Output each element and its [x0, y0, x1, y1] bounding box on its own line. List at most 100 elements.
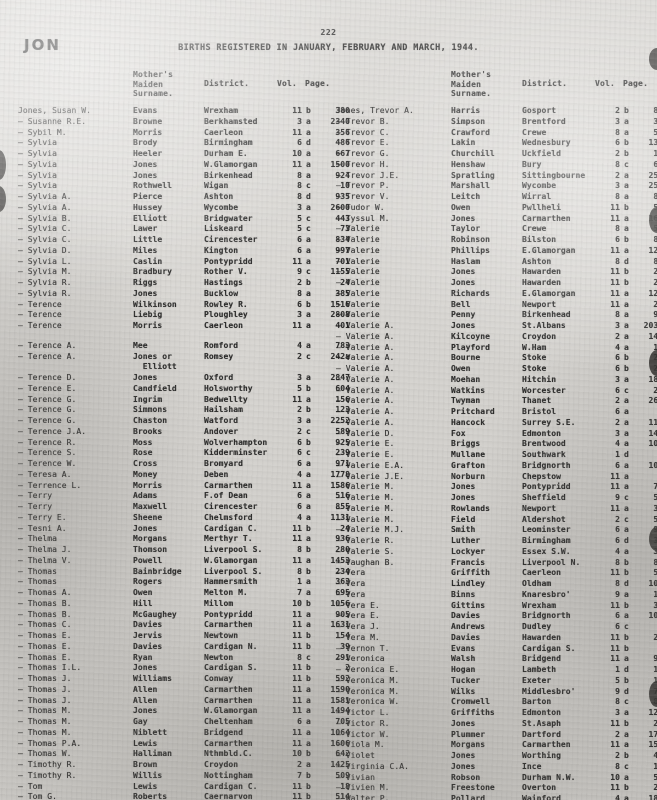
- cell-name: — Sylvia A.: [18, 192, 72, 201]
- cell-volume-number: 1: [615, 450, 620, 459]
- cell-mothers-maiden-surname: Willis: [133, 770, 163, 780]
- cell-district: Ashton: [204, 192, 234, 201]
- cell-name: — Valerie S.: [336, 546, 395, 556]
- header-volume: Vol.: [595, 79, 616, 88]
- cell-volume-number: 3: [297, 416, 302, 425]
- cell-district: Aldershot: [522, 514, 566, 524]
- cell-name: — Vera M.: [336, 632, 380, 642]
- cell-mothers-maiden-surname: Freestone: [451, 783, 495, 793]
- cell-mothers-maiden-surname: Miles: [133, 245, 158, 255]
- table-row: — Thomas C. Davies Carmarthen 11 a 1631: [18, 620, 350, 631]
- page-running-head: BIRTHS REGISTERED IN JANUARY, FEBRUARY A…: [178, 43, 479, 53]
- table-row: — Thomas J. Allen Carmarthen 11 a 1590: [18, 685, 350, 696]
- cell-name: — Valerie E.: [336, 450, 395, 459]
- table-row: — Timothy R. Willis Nottingham 7 b 509: [18, 771, 350, 782]
- cell-district: Millom: [204, 598, 234, 608]
- cell-mothers-maiden-surname: Bainbridge: [133, 566, 182, 576]
- cell-name: — Thomas B.: [18, 598, 72, 608]
- table-row: — Timothy R. Brown Croydon 2 a 1425: [18, 760, 350, 771]
- cell-district: W.Glamorgan: [204, 706, 258, 716]
- cell-volume-letter: a: [306, 116, 311, 126]
- cell-name: — Terence: [18, 299, 62, 309]
- cell-volume-letter: a: [624, 181, 629, 191]
- cell-volume-letter: b: [306, 106, 311, 115]
- cell-name: — Victor W.: [336, 729, 390, 739]
- cell-volume-number: 11: [610, 654, 620, 664]
- cell-volume-number: 6: [615, 364, 620, 373]
- cell-volume-number: 3: [297, 310, 302, 320]
- cell-volume-number: 11: [292, 641, 302, 651]
- cell-name: — Terrence L.: [18, 480, 82, 490]
- table-row: — Thomas P.A. Lewis Carmarthen 11 a 1606: [18, 739, 350, 750]
- cell-page-number: 1733: [648, 729, 657, 739]
- cell-page-number: 366: [653, 546, 657, 556]
- cell-volume-letter: d: [624, 686, 629, 696]
- cell-district: Chelmsford: [204, 512, 253, 522]
- cell-name: — Thelma J.: [18, 545, 72, 554]
- cell-mothers-maiden-surname: Moehan: [451, 374, 481, 384]
- cell-name: — Valerie J.E.: [336, 471, 405, 481]
- table-row: — Virginia C.A. Jones Ince 8c 134: [336, 762, 657, 773]
- cell-page-number: 24: [340, 523, 350, 533]
- cell-volume-letter: b: [306, 405, 311, 415]
- cell-district: Kington: [204, 245, 239, 255]
- cell-district: W.Ham: [522, 342, 547, 352]
- table-row-continuation: Elliott: [18, 362, 350, 373]
- cell-volume-letter: b: [306, 566, 311, 576]
- cell-mothers-maiden-surname: Bourne: [451, 353, 481, 363]
- cell-district: Kidderminster: [204, 448, 268, 458]
- table-row: — Terrence L. Morris Carmarthen 11 a 1586: [18, 481, 350, 492]
- table-row: — Sylvia A. Pierce Ashton 8 d 935: [18, 192, 350, 203]
- cell-name: — Sylvia L.: [18, 256, 72, 266]
- cell-volume-number: 11: [292, 706, 302, 716]
- table-row: — Victor R. Jones St.Asaph 11 b 245: [336, 719, 657, 730]
- cell-mothers-maiden-surname: Jones: [451, 267, 476, 277]
- cell-name: — Valerie: [336, 310, 380, 320]
- cell-volume-number: 8: [615, 224, 620, 234]
- cell-name: — Sylvia A.: [18, 202, 72, 212]
- cell-district: Newport: [522, 503, 557, 513]
- cell-name: — Sylvia R.: [18, 288, 72, 298]
- cell-page-number: 855: [335, 502, 350, 511]
- cell-district: Wycombe: [522, 181, 557, 191]
- table-row: — Valerie Phillips E.Glamorgan 11 a 1288: [336, 246, 657, 257]
- table-row: — Valerie A.OwenStoke6b277: [336, 364, 657, 375]
- cell-district: Hawarden: [522, 278, 561, 287]
- cell-district: Bridgnorth: [522, 460, 571, 470]
- cell-page-number: 2252: [330, 416, 350, 425]
- cell-district: Worcester: [522, 385, 566, 395]
- cell-name: — Tudor W.: [336, 202, 385, 212]
- cell-mothers-maiden-surname: Morris: [133, 321, 163, 330]
- table-row: — Terence G. Chaston Watford 3 a 2252: [18, 416, 350, 427]
- cell-mothers-maiden-surname: Rogers: [133, 577, 163, 587]
- cell-volume-number: 2: [615, 170, 620, 180]
- cell-volume-number: 11: [610, 503, 620, 513]
- cell-district: Bridgwater: [204, 213, 253, 223]
- cell-volume-letter: a: [624, 439, 629, 449]
- cell-district: Birmingham: [204, 138, 253, 148]
- cell-volume-letter: a: [306, 340, 311, 350]
- cell-mothers-maiden-surname: Lawer: [133, 224, 158, 234]
- cell-name: — Terry: [18, 502, 53, 511]
- cell-volume-letter: c: [306, 213, 311, 223]
- table-row: — Vaughan B. Francis Liverpool N. 8b 814: [336, 558, 657, 569]
- cell-page-number: 1581: [330, 695, 350, 705]
- cell-volume-number: 9: [615, 589, 620, 599]
- cell-volume-number: 4: [615, 546, 620, 556]
- cell-page-number: 239: [335, 448, 350, 458]
- cell-page-number: 705: [335, 717, 350, 726]
- cell-mothers-maiden-surname: Davies: [451, 611, 481, 621]
- cell-district: Holsworthy: [204, 383, 253, 393]
- cell-mothers-maiden-surname: Money: [133, 469, 158, 479]
- cell-page-number: 263: [653, 278, 657, 287]
- table-row: — Valerie M.J.SmithLeominster6a982: [336, 525, 657, 536]
- cell-page-number: 571: [653, 493, 657, 502]
- cell-name: Jones, Trevor A.: [336, 106, 414, 115]
- cell-volume-letter: a: [624, 428, 629, 438]
- cell-volume-letter: a: [306, 373, 311, 382]
- cell-volume-number: 4: [297, 469, 302, 479]
- cell-volume-number: 3: [615, 428, 620, 438]
- cell-district: Melton M.: [204, 588, 248, 597]
- cell-volume-letter: d: [624, 579, 629, 588]
- cell-volume-number: 11: [292, 534, 302, 544]
